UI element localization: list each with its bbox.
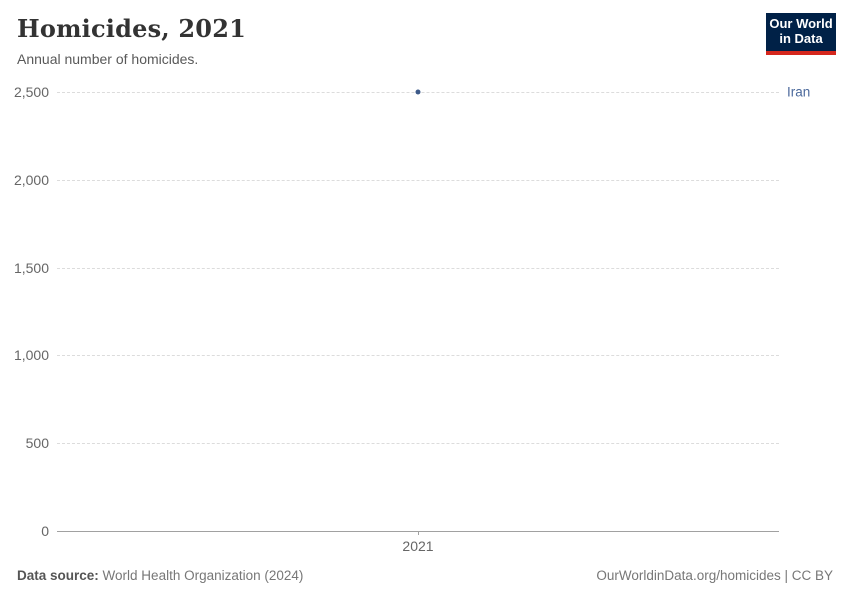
owid-logo-line1: Our World xyxy=(769,16,833,32)
gridline xyxy=(57,355,779,357)
y-tick-label: 0 xyxy=(41,523,49,539)
owid-logo[interactable]: Our World in Data xyxy=(766,13,836,55)
gridline xyxy=(57,267,779,269)
y-tick-label: 2,500 xyxy=(13,84,49,100)
page-title: Homicides, 2021 xyxy=(17,14,246,43)
gridline xyxy=(57,179,779,181)
owid-logo-line2: in Data xyxy=(779,31,823,46)
page-subtitle: Annual number of homicides. xyxy=(17,51,199,67)
owid-logo-text: Our World in Data xyxy=(769,16,833,47)
data-source-label: Data source: xyxy=(17,568,99,583)
y-tick-label: 500 xyxy=(25,435,49,452)
gridline xyxy=(57,443,779,445)
data-point-iran[interactable] xyxy=(415,89,421,95)
x-tick-mark xyxy=(418,531,419,535)
data-source-value: World Health Organization (2024) xyxy=(102,568,304,583)
y-tick-label: 1,500 xyxy=(13,259,49,276)
attribution-link[interactable]: OurWorldinData.org/homicides | CC BY xyxy=(596,568,833,583)
x-tick-label: 2021 xyxy=(402,538,434,554)
y-tick-label: 2,000 xyxy=(13,171,49,188)
chart-header: Homicides, 2021 Annual number of homicid… xyxy=(17,14,246,67)
y-tick-label: 1,000 xyxy=(13,347,49,364)
chart-footer: Data source: World Health Organization (… xyxy=(17,568,833,583)
plot-area: 0 500 1,000 1,500 2,000 2,500 2021 Iran xyxy=(14,84,810,554)
data-source-note: Data source: World Health Organization (… xyxy=(17,568,303,583)
entity-label-iran[interactable]: Iran xyxy=(787,84,811,100)
